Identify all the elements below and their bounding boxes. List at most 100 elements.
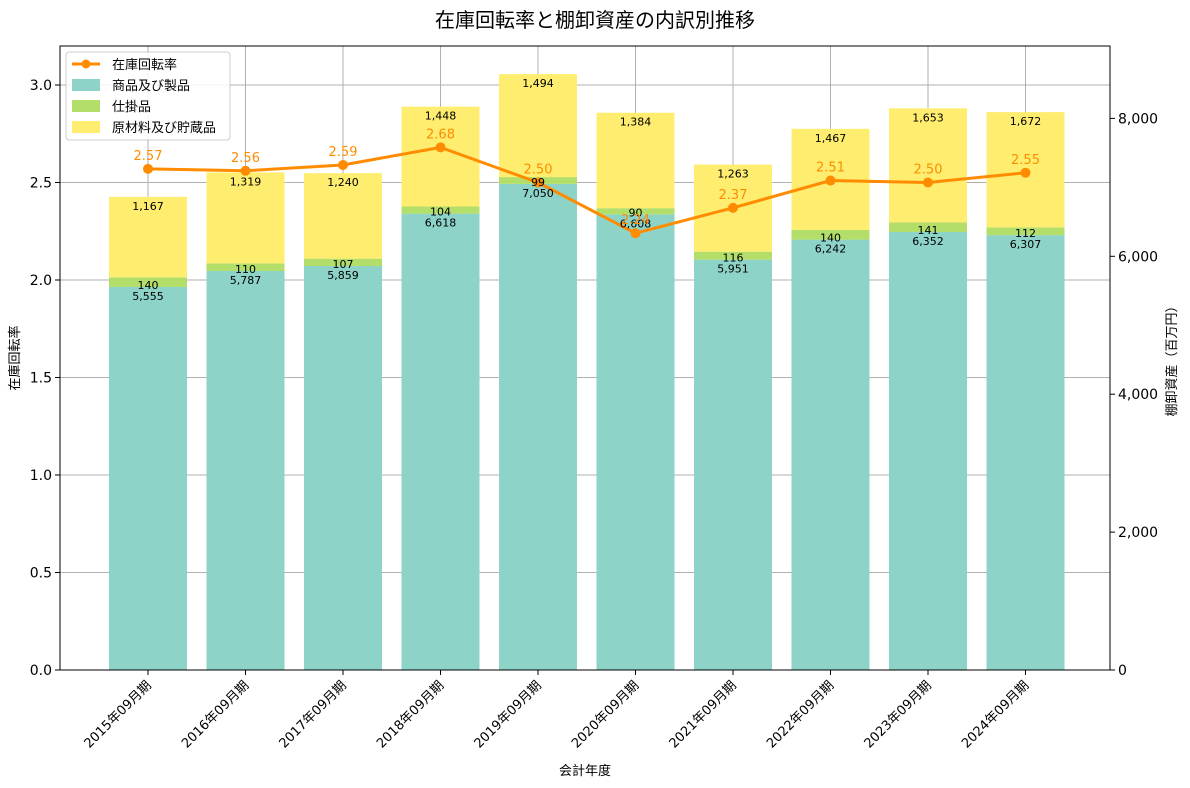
label-work-in-progress: 112 [1015,227,1036,240]
label-work-in-progress: 140 [138,279,159,292]
turnover-point [143,163,153,174]
bar-raw-materials [109,196,187,278]
label-raw-materials: 1,319 [230,175,262,188]
turnover-value-label: 2.55 [1011,153,1040,168]
x-tick-label: 2015年09月期 [82,678,155,751]
y-left-tick-label: 2.5 [30,176,52,192]
x-tick-label: 2022年09月期 [764,678,837,751]
label-raw-materials: 1,263 [717,168,749,181]
bar-finished-goods [694,259,772,670]
turnover-value-label: 2.56 [231,151,260,166]
label-work-in-progress: 141 [918,224,939,237]
label-finished-goods: 6,307 [1010,238,1042,251]
x-tick-label: 2024年09月期 [959,678,1032,751]
bar-finished-goods [791,239,870,671]
label-finished-goods: 5,951 [717,263,749,276]
legend-label: 在庫回転率 [112,57,177,73]
legend-swatch [72,79,100,91]
bar-raw-materials [596,112,675,209]
chart-title: 在庫回転率と棚卸資産の内訳別推移 [435,8,755,32]
legend-marker [81,59,91,69]
bar-raw-materials [304,173,382,259]
legend-box [65,51,231,141]
turnover-point [435,142,446,153]
label-raw-materials: 1,653 [912,111,944,124]
bars-group [109,74,1065,671]
bar-finished-goods [499,183,577,670]
bar-work-in-progress [304,258,382,267]
bar-raw-materials [889,108,967,223]
label-finished-goods: 5,859 [327,269,359,282]
turnover-point [240,165,251,176]
y-right-tick-label: 2,000 [1118,525,1158,541]
turnover-point [630,228,641,239]
x-tick-label: 2018年09月期 [374,678,447,751]
label-finished-goods: 7,050 [522,187,554,200]
label-finished-goods: 6,618 [425,217,457,230]
turnover-value-label: 2.57 [134,149,163,164]
legend-label: 商品及び製品 [112,79,190,94]
y-axis-left-label: 在庫回転率 [7,325,23,390]
label-work-in-progress: 107 [333,258,354,271]
bar-raw-materials [499,74,577,178]
y-left-tick-label: 2.0 [30,273,52,289]
label-work-in-progress: 116 [723,252,744,265]
label-finished-goods: 6,242 [815,243,847,256]
y-left-tick-label: 1.5 [30,371,52,387]
label-finished-goods: 5,555 [132,290,164,303]
label-raw-materials: 1,672 [1010,115,1042,128]
bar-finished-goods [401,213,480,670]
turnover-value-label: 2.24 [621,213,650,228]
turnover-point [533,177,543,188]
label-work-in-progress: 99 [531,176,545,189]
y-left-tick-label: 3.0 [30,78,52,94]
legend-label: 原材料及び貯蔵品 [112,121,216,136]
turnover-value-label: 2.37 [719,188,748,203]
label-raw-materials: 1,448 [425,110,457,123]
label-finished-goods: 6,608 [620,217,652,230]
plot-frame [59,45,1111,671]
turnover-point [338,159,348,170]
y-right-tick-label: 0 [1118,663,1127,679]
x-tick-label: 2020年09月期 [569,678,642,751]
turnover-line [147,145,1026,235]
legend-swatch [72,100,100,112]
bar-raw-materials [206,172,285,264]
turnover-point [825,175,836,186]
y-right-tick-label: 8,000 [1118,111,1158,127]
y-right-tick-label: 4,000 [1118,387,1158,403]
x-tick-label: 2019年09月期 [472,678,545,751]
bar-work-in-progress [694,251,772,260]
bar-work-in-progress [791,229,870,240]
legend-label: 仕掛品 [112,100,151,115]
label-raw-materials: 1,384 [620,116,652,129]
turnover-point [728,202,738,213]
y-left-tick-label: 1.0 [30,468,52,484]
y-right-tick-label: 6,000 [1118,249,1158,265]
bar-work-in-progress [889,222,967,233]
turnover-point [1020,167,1031,178]
bar-work-in-progress [206,263,285,271]
data-labels-group: 5,5551401,1675,7871101,3195,8591071,2406… [132,77,1041,303]
y-left-tick-label: 0.0 [30,663,52,679]
x-tick-label: 2017年09月期 [277,678,350,751]
label-raw-materials: 1,240 [327,176,359,189]
bar-work-in-progress [401,206,480,214]
turnover-value-label: 2.59 [329,145,358,160]
label-work-in-progress: 90 [629,206,643,219]
y-left-tick-label: 0.5 [30,566,52,582]
turnover-point [923,177,933,188]
label-raw-materials: 1,494 [522,77,554,90]
label-work-in-progress: 104 [430,206,451,219]
turnover-value-label: 2.68 [426,127,455,142]
x-tick-label: 2016年09月期 [179,678,252,751]
turnover-line-group [143,142,1031,239]
x-tick-label: 2021年09月期 [667,678,740,751]
label-work-in-progress: 140 [820,232,841,245]
legend-swatch [72,121,100,133]
bar-finished-goods [986,235,1065,670]
bar-work-in-progress [986,227,1065,236]
x-tick-label: 2023年09月期 [862,678,935,751]
